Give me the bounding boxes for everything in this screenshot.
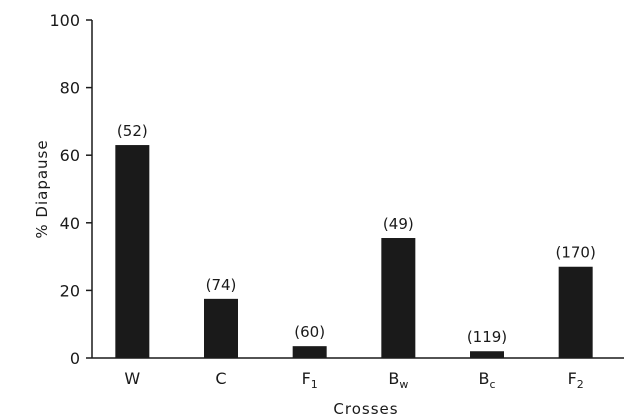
y-tick-label: 60: [60, 146, 80, 165]
bars: [115, 145, 593, 358]
x-tick-label: C: [215, 369, 226, 388]
x-tick-label-main: F: [568, 369, 577, 388]
x-tick-label: F2: [568, 369, 584, 391]
x-tick-label: F1: [302, 369, 318, 391]
y-ticks: 0 20 40 60 80 100: [49, 11, 92, 368]
x-tick-label-main: F: [302, 369, 311, 388]
x-tick-label-sub: w: [399, 378, 408, 391]
bar-data-label: (170): [555, 244, 595, 262]
bar: [470, 351, 504, 358]
x-tick-label-sub: 1: [311, 378, 318, 391]
y-tick-label: 40: [60, 214, 80, 233]
x-tick-label-main: B: [388, 369, 399, 388]
x-tick-label-sub: 2: [577, 378, 584, 391]
bar: [115, 145, 150, 358]
y-axis-title: % Diapause: [33, 139, 51, 238]
x-tick-label-main: C: [215, 369, 226, 388]
x-axis-title: Crosses: [333, 400, 398, 418]
bar-data-label: (119): [467, 328, 507, 346]
x-axis: W C F1 Bw Bc F2: [92, 357, 624, 391]
x-tick-labels: W C F1 Bw Bc F2: [124, 369, 583, 391]
bar-data-label: (49): [383, 215, 414, 233]
x-tick-label: Bc: [478, 369, 495, 391]
y-tick-label: 100: [49, 11, 80, 30]
bar-data-label: (60): [294, 323, 325, 341]
x-tick-label: Bw: [388, 369, 408, 391]
y-axis: 0 20 40 60 80 100: [49, 11, 93, 368]
bar: [558, 266, 593, 358]
bar: [381, 238, 416, 358]
y-tick-label: 80: [60, 79, 80, 98]
x-tick-label-sub: c: [489, 378, 495, 391]
y-tick-label: 20: [60, 281, 80, 300]
x-tick-label: W: [124, 369, 140, 388]
bar: [204, 298, 238, 358]
bar: [292, 346, 327, 358]
x-tick-label-main: B: [478, 369, 489, 388]
bar-data-label: (74): [206, 276, 237, 294]
bar-data-label: (52): [117, 122, 148, 140]
data-labels: (52) (74) (60) (49) (119) (170): [117, 122, 596, 346]
y-tick-label: 0: [70, 349, 80, 368]
x-tick-label-main: W: [124, 369, 140, 388]
